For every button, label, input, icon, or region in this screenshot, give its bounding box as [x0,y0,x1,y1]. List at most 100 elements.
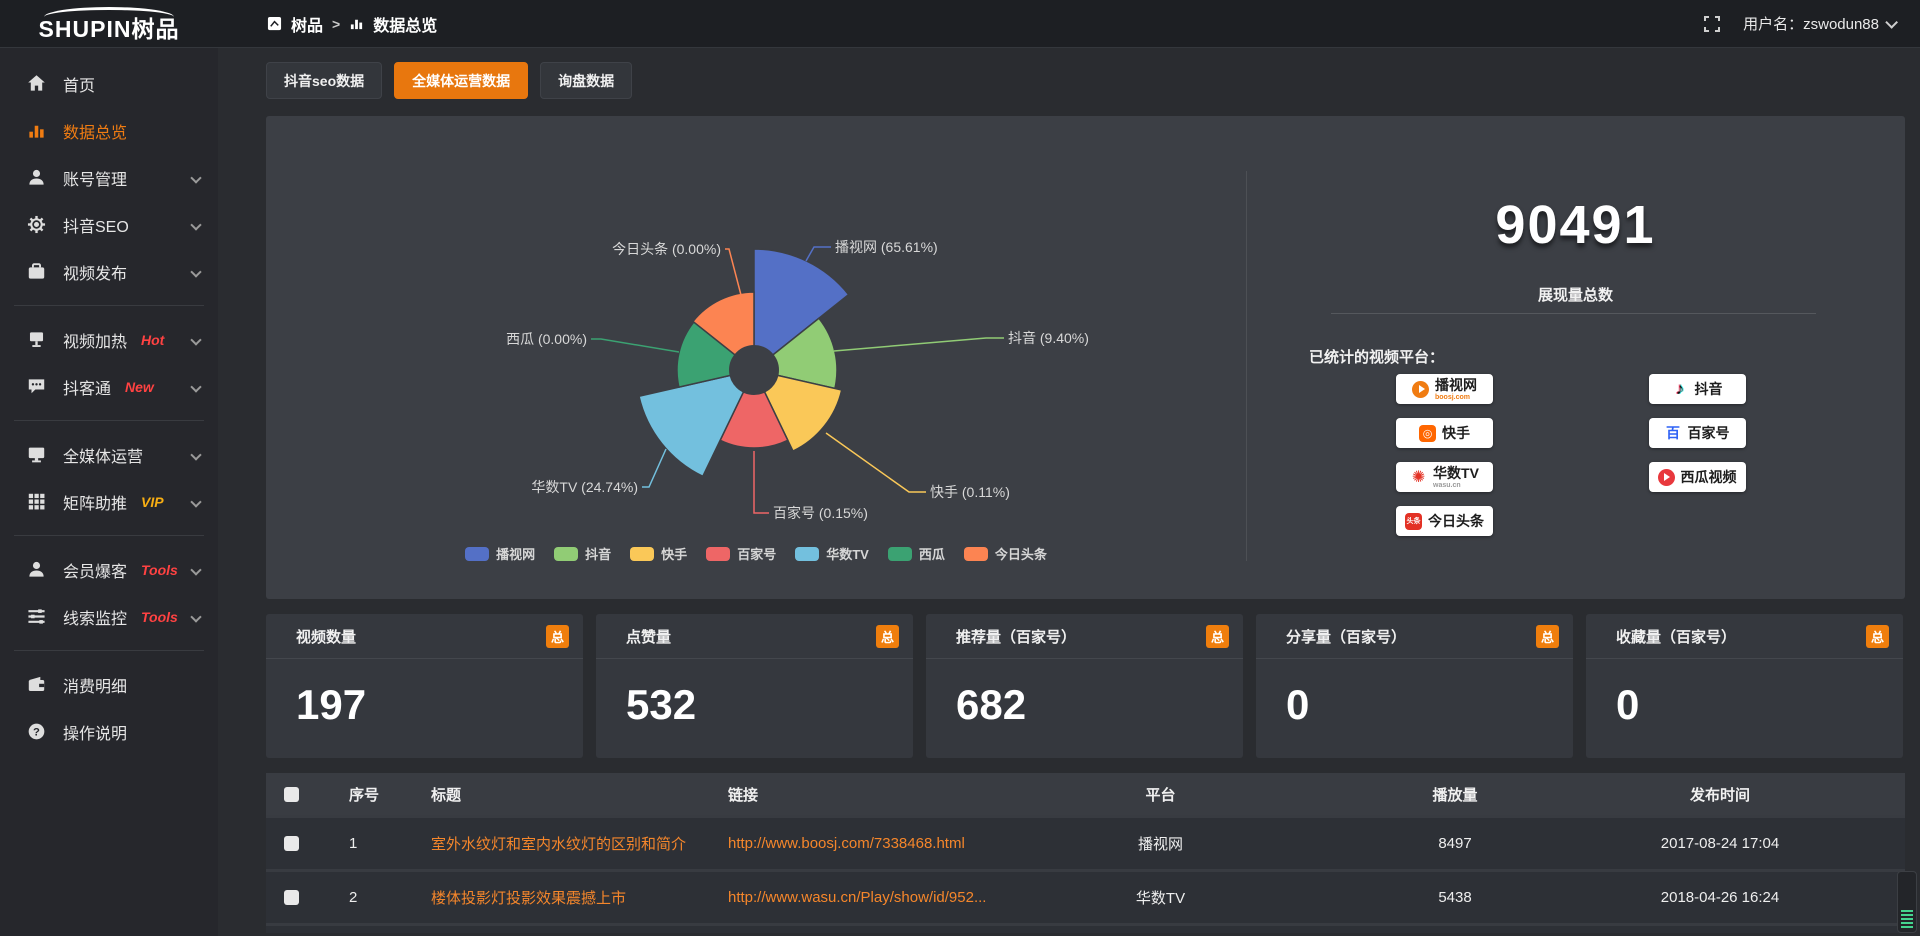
sidebar-item-抖客通[interactable]: 抖客通 New [0,363,218,410]
total-badge[interactable]: 总 [1866,624,1889,648]
stat-card-label: 分享量（百家号） [1286,628,1407,646]
legend-item-百家号[interactable]: 百家号 [706,544,776,563]
sidebar-item-视频发布[interactable]: 视频发布 [0,248,218,295]
cell-link[interactable]: http://www.wasu.cn/Play/show/id/952... [728,889,987,906]
sidebar-item-label: 数据总览 [63,124,128,142]
row-checkbox[interactable] [283,890,299,905]
sidebar-item-矩阵助推[interactable]: 矩阵助推 VIP [0,478,218,525]
legend-swatch [465,546,490,561]
platform-badge-今日头条[interactable]: 头条 今日头条 [1396,506,1493,536]
select-all-checkbox[interactable] [283,786,299,802]
legend-item-今日头条[interactable]: 今日头条 [963,544,1047,563]
camera-square-icon: ◎ [1419,424,1436,442]
stat-card-header: 收藏量（百家号） 总 [1586,614,1903,659]
sidebar-divider [14,305,204,306]
total-badge[interactable]: 总 [1536,624,1559,648]
tab-询盘数据[interactable]: 询盘数据 [540,62,633,99]
cell-title[interactable]: 室外水纹灯和室内水纹灯的区别和简介 [431,836,687,853]
cell-title[interactable]: 楼体投影灯投影效果震撼上市 [431,890,627,907]
legend-item-西瓜[interactable]: 西瓜 [887,544,945,563]
gear-icon [27,215,46,234]
label-line-今日头条 [725,248,742,296]
sidebar-item-操作说明[interactable]: ? 操作说明 [0,708,218,755]
cell-link[interactable]: http://www.boosj.com/7338468.html [728,835,965,852]
monitor-icon [28,447,45,463]
total-badge[interactable]: 总 [1206,624,1229,648]
sidebar-item-线索监控[interactable]: 线索监控 Tools [0,593,218,640]
play-circle-icon [1657,468,1675,486]
platform-badge-快手[interactable]: ◎ 快手 [1396,418,1493,448]
total-badge[interactable]: 总 [876,624,899,648]
breadcrumb-separator: > [332,15,341,32]
grid-icon [28,493,45,510]
sidebar-item-视频加热[interactable]: 视频加热 Hot [0,316,218,363]
chat-icon [28,379,45,394]
sidebar-item-首页[interactable]: 首页 [0,60,218,107]
platform-badge-西瓜视频[interactable]: 西瓜视频 [1648,462,1746,492]
music-note-icon: ♪ [1675,379,1685,398]
pie-slice-百家号[interactable] [719,368,789,449]
pie-label-抖音: 抖音 (9.40%) [1008,330,1089,346]
legend-swatch [630,546,655,561]
tab-全媒体运营数据[interactable]: 全媒体运营数据 [394,62,529,99]
row-checkbox[interactable] [283,836,299,851]
platform-badge-抖音[interactable]: ♪ 抖音 [1648,374,1746,404]
platform-name: 今日头条 [1428,513,1484,529]
sidebar-item-账号管理[interactable]: 账号管理 [0,154,218,201]
pie-slice-快手[interactable] [752,368,843,453]
sidebar-item-全媒体运营[interactable]: 全媒体运营 [0,431,218,478]
legend-label: 华数TV [826,547,869,562]
sidebar-item-消费明细[interactable]: 消费明细 [0,661,218,708]
chevron-down-icon [190,563,202,576]
breadcrumb-root[interactable]: 树品 [291,17,324,35]
fullscreen-icon[interactable] [1703,15,1721,33]
stat-card-header: 点赞量 总 [596,614,913,659]
sidebar-item-会员爆客[interactable]: 会员爆客 Tools [0,546,218,593]
chart-legend: 播视网 抖音 快手 百家号 华数TV 西瓜 今日头条 [266,544,1246,563]
breadcrumb-current[interactable]: 数据总览 [373,17,438,35]
sidebar-item-抖音SEO[interactable]: 抖音SEO [0,201,218,248]
stat-cards-row: 视频数量 总 197 点赞量 总 532 推荐量（百家号） 总 682 分享量（… [266,614,1905,758]
sidebar-item-label: 账号管理 [63,171,128,189]
logo-text: SHUPIN树品 [38,15,180,42]
sidebar-item-数据总览[interactable]: 数据总览 [0,107,218,154]
legend-swatch [963,546,988,561]
total-impressions-label: 展现量总数 [1537,287,1613,304]
platform-badge-华数TV[interactable]: ✺ 华数TV wasu.cn [1396,462,1493,492]
legend-item-抖音[interactable]: 抖音 [554,544,611,563]
label-line-西瓜 [591,338,680,353]
legend-label: 西瓜 [918,547,945,562]
user-label: 用户名： [1743,16,1804,33]
stat-card-value: 0 [1616,681,1640,728]
stat-card-header: 视频数量 总 [266,614,583,659]
legend-item-播视网[interactable]: 播视网 [465,544,535,563]
sidebar-item-label: 首页 [63,77,96,95]
floating-widget[interactable] [1897,871,1917,933]
platform-name: 播视网 [1435,376,1477,393]
col-header-link: 链接 [728,786,759,804]
platform-badge-百家号[interactable]: 百百家号 [1648,418,1746,448]
legend-label: 今日头条 [994,547,1047,562]
cell-plays: 5438 [1438,889,1472,906]
chevron-down-icon [190,171,202,184]
breadcrumb: 树品 > 数据总览 [267,12,437,36]
pie-label-快手: 快手 (0.11%) [930,484,1010,500]
app-logo[interactable]: SHUPIN树品 [0,6,218,42]
pie-slice-华数TV[interactable] [638,368,756,478]
platform-name: 抖音 [1694,381,1723,397]
panel-divider [1246,171,1247,561]
chevron-down-icon [1885,16,1898,29]
user-menu[interactable]: 用户名：zswodun88 [1743,13,1898,34]
sidebar-item-label: 矩阵助推 [63,495,128,513]
stat-card-header: 分享量（百家号） 总 [1256,614,1573,659]
legend-item-快手[interactable]: 快手 [630,544,687,563]
home-icon [28,75,45,91]
tab-抖音seo数据[interactable]: 抖音seo数据 [266,62,383,99]
total-badge[interactable]: 总 [546,624,569,648]
cell-platform: 华数TV [1135,890,1186,907]
platform-badge-播视网[interactable]: 播视网 boosj.com [1396,374,1493,404]
stat-card-header: 推荐量（百家号） 总 [926,614,1243,659]
legend-swatch [887,546,912,561]
legend-item-华数TV[interactable]: 华数TV [795,544,869,563]
stat-card-value: 0 [1286,681,1310,728]
